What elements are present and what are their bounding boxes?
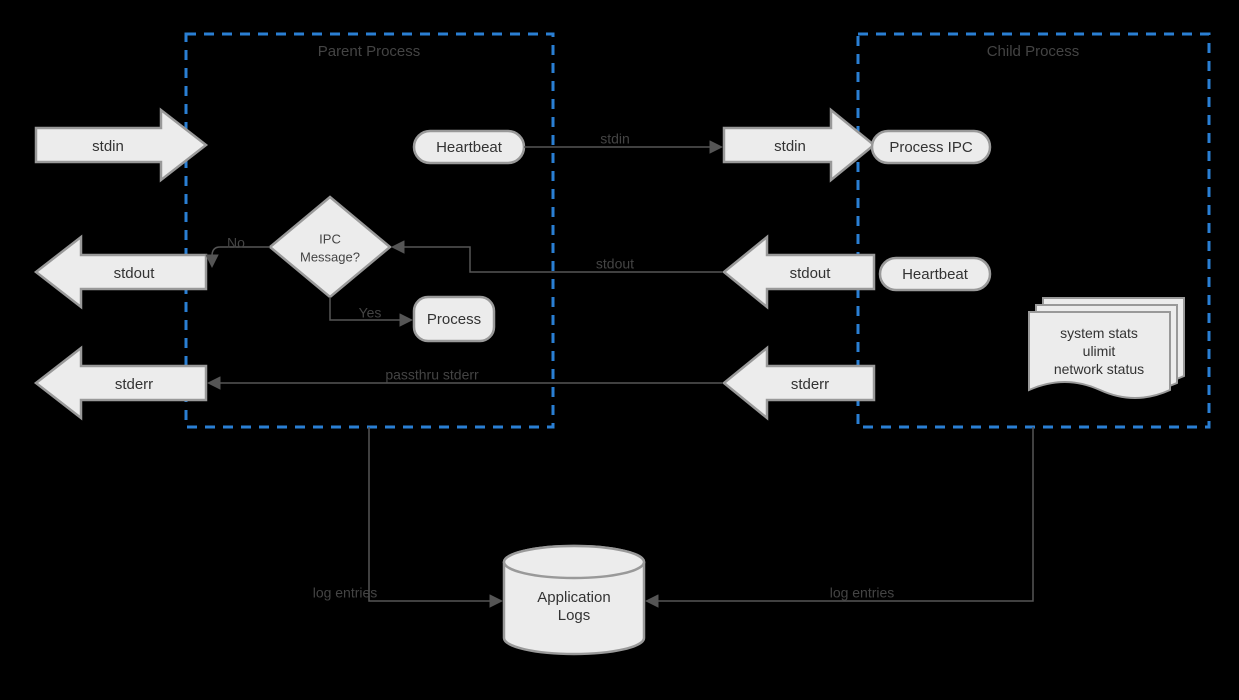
parent-stderr-label: stderr (115, 376, 153, 393)
parent-heartbeat-label: Heartbeat (436, 139, 503, 156)
diamond-line2: Message? (300, 249, 360, 264)
edge-label-yes: Yes (359, 305, 382, 321)
child-ipc-node: Process IPC (872, 131, 990, 163)
doc-stack: system stats ulimit network status (1029, 298, 1184, 398)
parent-title: Parent Process (318, 43, 421, 60)
child-stdin-label: stdin (774, 138, 806, 155)
parent-stdout-arrow: stdout (36, 237, 206, 307)
doc-line1: system stats (1060, 325, 1138, 341)
doc-line3: network status (1054, 361, 1144, 377)
ipc-decision-diamond: IPC Message? (270, 197, 390, 297)
cylinder-line2: Logs (558, 607, 591, 624)
child-heartbeat-node: Heartbeat (880, 258, 990, 290)
edge-label-stdout: stdout (596, 256, 634, 272)
edge-label-stdin: stdin (600, 131, 630, 147)
cylinder-line1: Application (537, 589, 610, 606)
child-title: Child Process (987, 43, 1080, 60)
child-stderr-arrow: stderr (724, 348, 874, 418)
child-stdout-arrow: stdout (724, 237, 874, 307)
parent-process-node: Process (414, 297, 494, 341)
parent-stdout-label: stdout (114, 265, 156, 282)
child-stdin-arrow: stdin (724, 110, 874, 180)
parent-heartbeat-node: Heartbeat (414, 131, 524, 163)
parent-stderr-arrow: stderr (36, 348, 206, 418)
edge-parent-logs (369, 427, 500, 601)
edge-label-no: No (227, 235, 245, 251)
parent-process-label: Process (427, 311, 481, 328)
parent-stdin-arrow: stdin (36, 110, 206, 180)
doc-line2: ulimit (1083, 343, 1116, 359)
parent-stdin-label: stdin (92, 138, 124, 155)
edge-label-c-logs: log entries (830, 585, 895, 601)
child-ipc-label: Process IPC (889, 139, 973, 156)
app-logs-cylinder: Application Logs (504, 546, 644, 654)
edge-child-stdout-to-ipc (394, 247, 722, 272)
child-heartbeat-label: Heartbeat (902, 266, 969, 283)
edge-child-logs (648, 427, 1033, 601)
child-stderr-label: stderr (791, 376, 829, 393)
edge-label-p-logs: log entries (313, 585, 378, 601)
child-stdout-label: stdout (790, 265, 832, 282)
diamond-line1: IPC (319, 231, 341, 246)
edge-label-passthru: passthru stderr (385, 367, 479, 383)
